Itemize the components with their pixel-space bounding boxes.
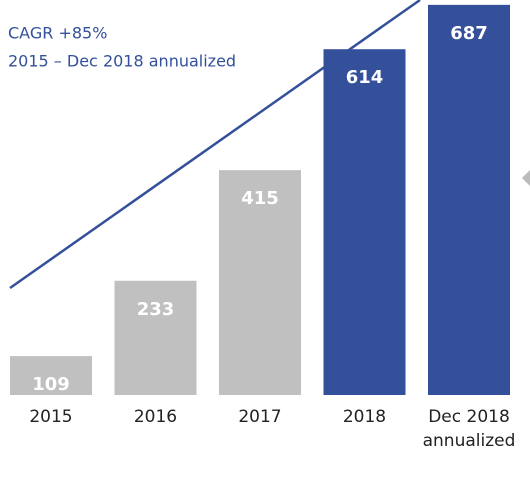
value-label: 415 — [241, 188, 279, 209]
bar — [428, 4, 510, 395]
annotation: CAGR +85% — [8, 24, 107, 43]
x-tick-label: 2017 — [238, 407, 282, 427]
bar — [323, 49, 406, 395]
x-tick-label: 2016 — [133, 407, 178, 427]
value-label: 233 — [137, 299, 175, 320]
x-tick-label: 2015 — [29, 407, 73, 427]
value-label: 687 — [450, 23, 488, 44]
value-label: 109 — [32, 374, 70, 395]
trend-line — [9, 0, 421, 290]
bar — [219, 170, 301, 395]
annotation: 2015 – Dec 2018 annualized — [8, 52, 236, 71]
bar — [10, 356, 92, 395]
x-tick-label: 2018 — [342, 407, 387, 427]
x-tick-label: Dec 2018 annualized — [422, 407, 516, 451]
bar — [114, 280, 197, 395]
value-label: 614 — [346, 67, 384, 88]
arrow-hint — [522, 170, 530, 186]
